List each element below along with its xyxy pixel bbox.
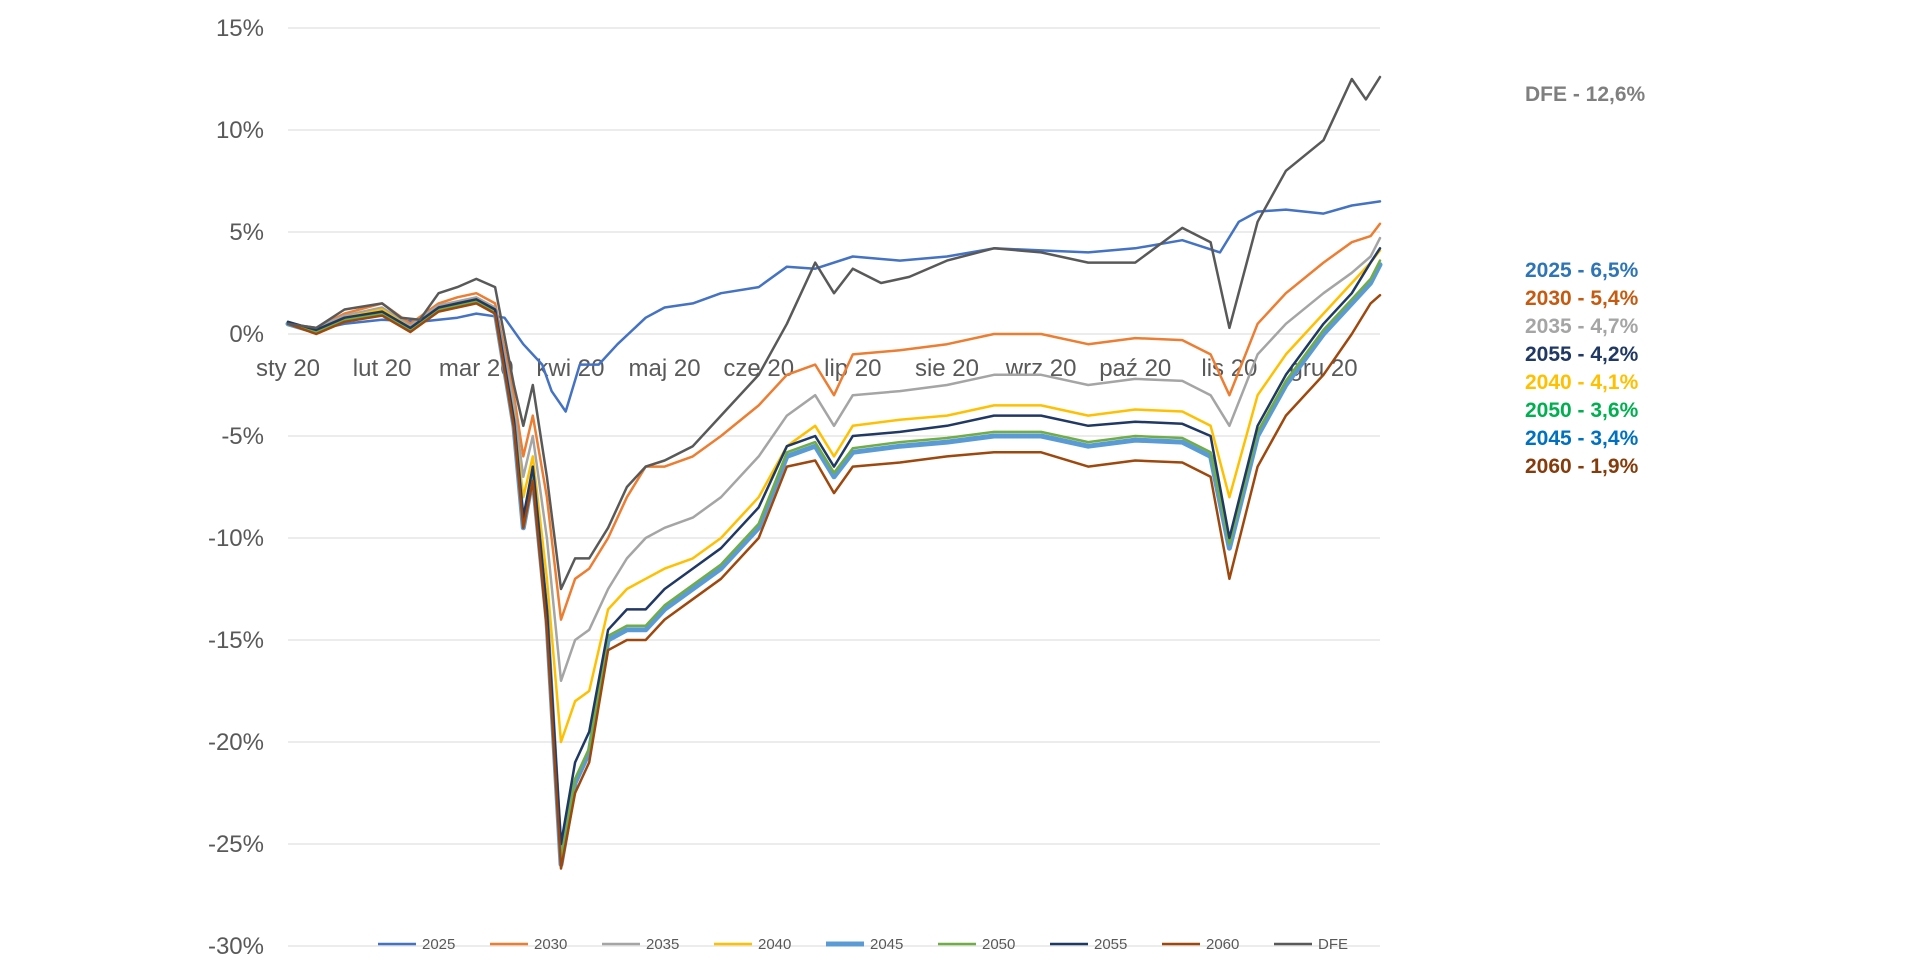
y-tick-label: -10% — [208, 525, 264, 552]
x-tick-label: lip 20 — [824, 355, 881, 382]
legend-label-DFE: DFE — [1318, 936, 1348, 953]
series-line-2030 — [286, 222, 1382, 621]
legend: 2025 2030 2035 2040 2045 2050 2055 2060 DFE — [378, 936, 1348, 953]
x-axis-tick-labels: sty 20 lut 20 mar 20 kwi 20 maj 20 cze 20 lip … — [256, 355, 1358, 382]
legend-label-2030: 2030 — [534, 936, 567, 953]
y-tick-label: -5% — [221, 423, 264, 450]
annotation-label: 2035 - 4,7% — [1525, 315, 1639, 338]
annotation-label: 2050 - 3,6% — [1525, 399, 1639, 422]
annotation-label: 2055 - 4,2% — [1525, 343, 1639, 366]
y-axis-tick-labels: 15% 10% 5% 0% -5% -10% -15% -20% -25% -30% — [208, 15, 264, 960]
series-lines — [285, 75, 1383, 870]
legend-label-2050: 2050 — [982, 936, 1015, 953]
series-line-2025 — [286, 200, 1382, 413]
y-tick-label: -30% — [208, 933, 264, 960]
x-tick-label: cze 20 — [723, 355, 794, 382]
series-line-2035 — [286, 236, 1382, 683]
y-tick-label: 10% — [216, 117, 264, 144]
annotation-label: 2040 - 4,1% — [1525, 371, 1639, 394]
series-line-2055 — [286, 247, 1382, 846]
x-tick-label: lut 20 — [353, 355, 412, 382]
x-tick-label: paź 20 — [1099, 355, 1171, 382]
legend-label-2055: 2055 — [1094, 936, 1127, 953]
x-tick-label: sie 20 — [915, 355, 979, 382]
gridlines — [288, 27, 1380, 947]
series-line-2060 — [286, 293, 1382, 870]
end-value-annotations: DFE - 12,6% 2025 - 6,5% 2030 - 5,4% 2035 - … — [1525, 83, 1646, 478]
x-tick-label: maj 20 — [629, 355, 701, 382]
y-tick-label: 5% — [229, 219, 264, 246]
annotation-label: 2060 - 1,9% — [1525, 455, 1639, 478]
annotation-label: 2045 - 3,4% — [1525, 427, 1639, 450]
x-tick-label: wrz 20 — [1005, 355, 1077, 382]
y-tick-label: 15% — [216, 15, 264, 42]
annotation-label: 2030 - 5,4% — [1525, 287, 1639, 310]
annotation-label: 2025 - 6,5% — [1525, 259, 1639, 282]
legend-label-2045: 2045 — [870, 936, 903, 953]
annotation-label: DFE - 12,6% — [1525, 83, 1646, 106]
series-line-2050 — [286, 259, 1382, 862]
x-tick-label: sty 20 — [256, 355, 320, 382]
y-tick-label: -25% — [208, 831, 264, 858]
legend-label-2040: 2040 — [758, 936, 791, 953]
legend-label-2025: 2025 — [422, 936, 455, 953]
y-tick-label: 0% — [229, 321, 264, 348]
legend-label-2060: 2060 — [1206, 936, 1239, 953]
y-tick-label: -15% — [208, 627, 264, 654]
legend-label-2035: 2035 — [646, 936, 679, 953]
series-line-DFE — [286, 75, 1382, 591]
y-tick-label: -20% — [208, 729, 264, 756]
